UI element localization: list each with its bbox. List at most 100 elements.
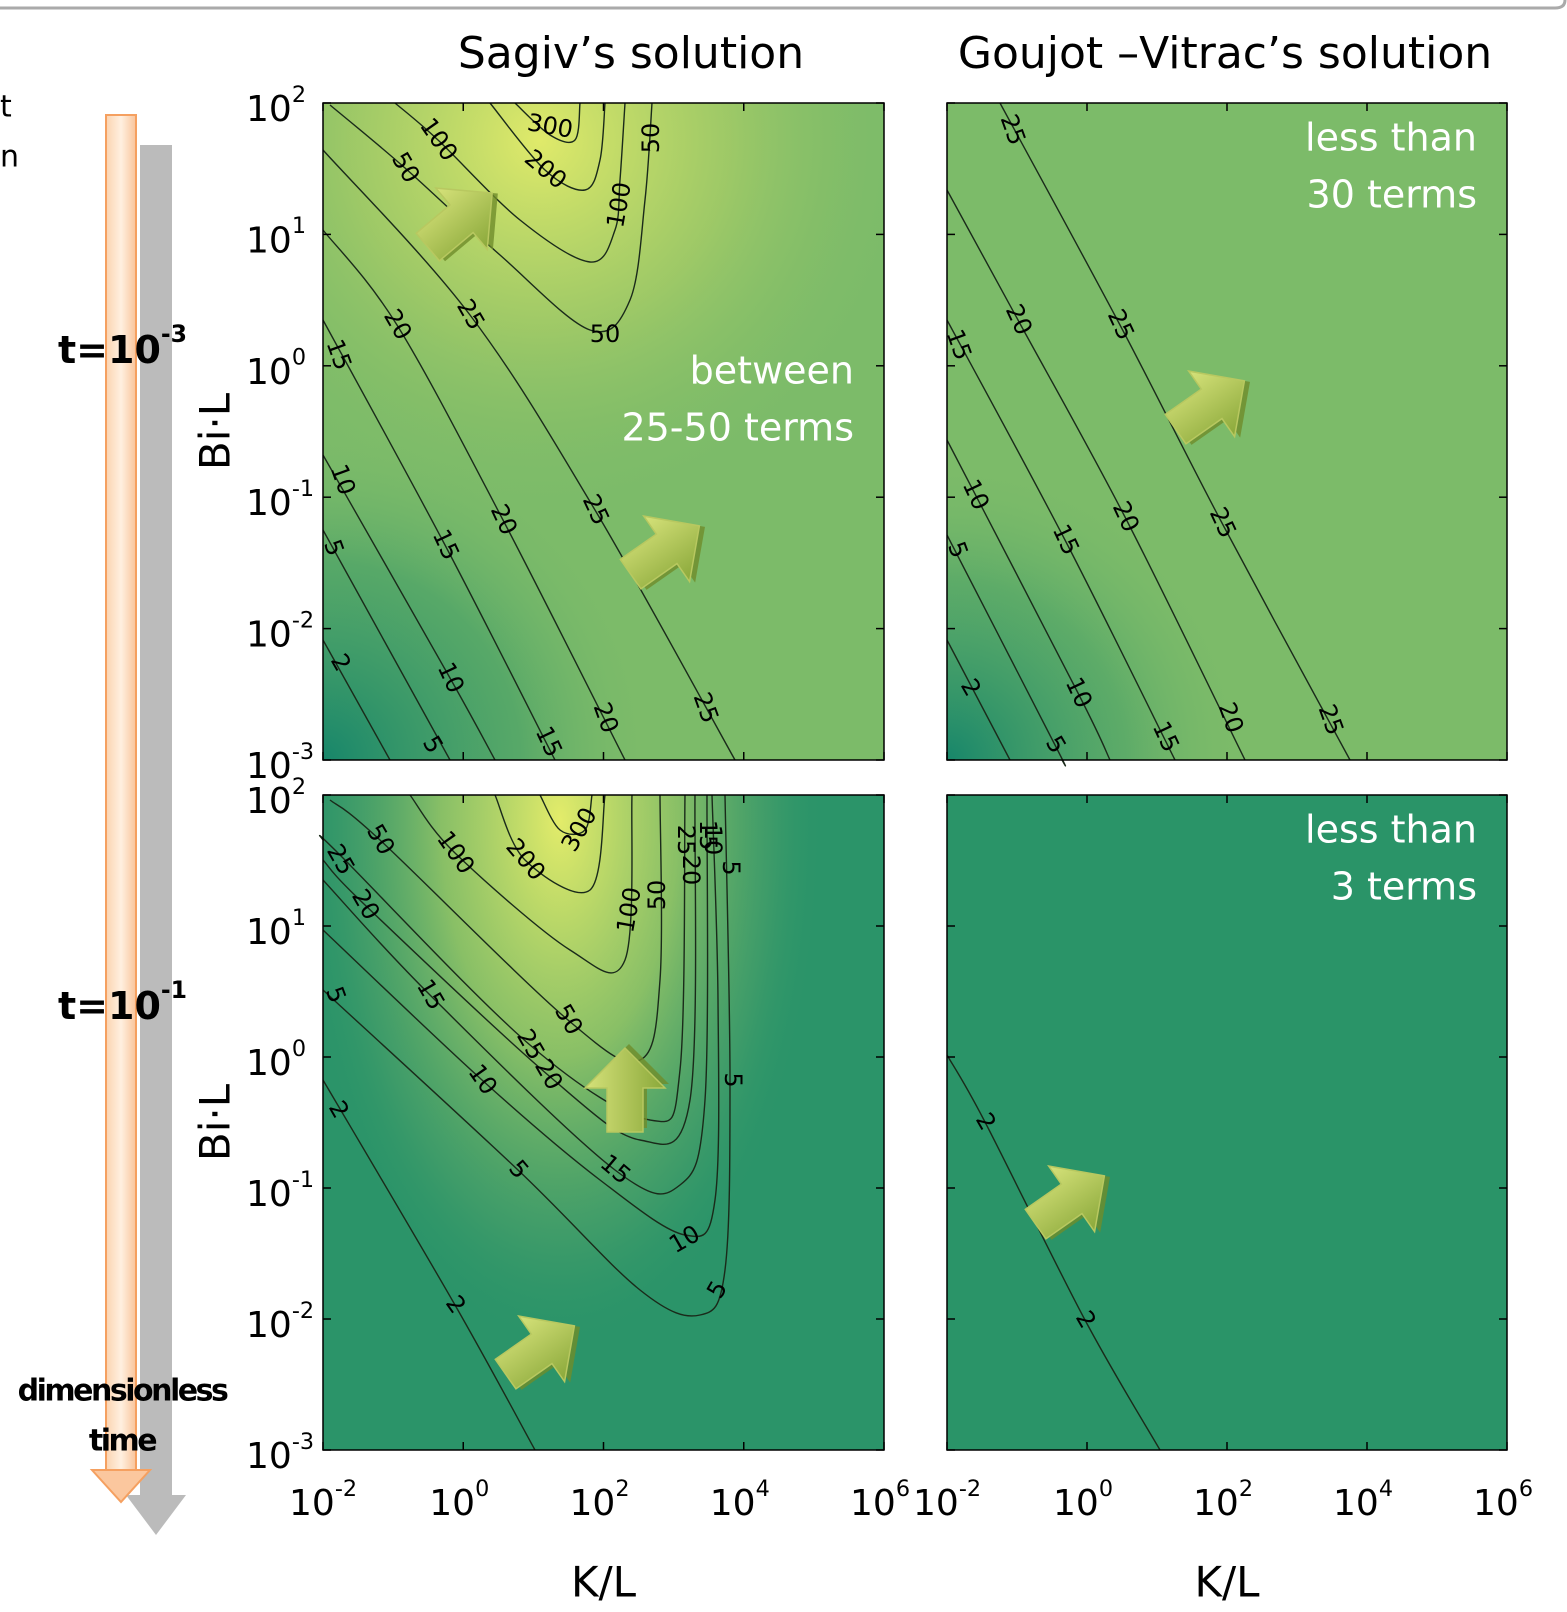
- y-tick-label-base: 10: [246, 615, 292, 656]
- x-tick-label-base: 10: [1333, 1483, 1379, 1524]
- y-tick-label: 102: [246, 773, 306, 822]
- time-caption: dimensionless: [18, 1374, 228, 1409]
- x-tick-label-exp: 6: [1519, 1475, 1533, 1501]
- contour-line: [329, 794, 663, 1063]
- panel-bg: [947, 795, 1507, 1450]
- contour-label: 50: [643, 880, 671, 911]
- y-tick-label: 102: [246, 81, 306, 130]
- contour-line: [329, 102, 653, 333]
- contour-label: 15: [694, 820, 722, 851]
- panel-annotation: less than: [1305, 116, 1477, 160]
- y-tick-label-exp: 2: [292, 81, 306, 107]
- x-tick-label-exp: 4: [1379, 1475, 1393, 1501]
- y-tick-label: 10-1: [246, 476, 314, 525]
- contour-label: 10: [699, 825, 727, 856]
- contour-line: [946, 189, 1246, 761]
- x-tick-label-exp: 0: [1099, 1475, 1113, 1501]
- contour-line: [322, 794, 720, 1238]
- contour-line: [946, 534, 1067, 767]
- cut-text: t: [0, 90, 12, 125]
- panel-shade: [323, 103, 884, 760]
- y-tick-label: 10-2: [246, 607, 314, 656]
- y-tick-label-exp: -1: [292, 1166, 314, 1192]
- cut-text: n: [0, 140, 19, 175]
- panel-annotation: 25-50 terms: [621, 406, 854, 450]
- column-title: Sagiv’s solution: [458, 28, 804, 79]
- contour-label: 25: [672, 825, 700, 856]
- contour-label: 20: [677, 855, 705, 886]
- block-arrow: [415, 187, 498, 262]
- arrow-body: [494, 1315, 576, 1390]
- contour-line: [322, 794, 731, 1317]
- y-axis-label: Bi·L: [191, 392, 240, 470]
- x-tick-label-base: 10: [913, 1483, 959, 1524]
- y-tick-label: 101: [246, 904, 306, 953]
- row-label: t=10-3: [58, 319, 187, 371]
- x-tick-label: 10-2: [913, 1475, 981, 1524]
- time-arrow-head: [89, 1469, 153, 1504]
- y-tick-label: 10-3: [246, 738, 314, 787]
- y-tick-label-base: 10: [246, 912, 292, 953]
- x-tick-label-base: 10: [570, 1483, 616, 1524]
- x-tick-label-exp: -2: [335, 1475, 357, 1501]
- x-tick-label-exp: 2: [1239, 1475, 1253, 1501]
- x-tick-label: 102: [1193, 1475, 1253, 1524]
- x-tick-label-exp: 6: [896, 1475, 910, 1501]
- contour-line: [322, 639, 391, 761]
- x-tick-label-exp: -2: [959, 1475, 981, 1501]
- contour-line: [999, 102, 1351, 761]
- x-tick-label-base: 10: [710, 1483, 756, 1524]
- y-tick-label-exp: 1: [292, 213, 306, 239]
- contour-label: 5: [719, 1072, 747, 1087]
- x-axis-label: K/L: [1194, 1558, 1260, 1607]
- contour-label: 5: [717, 860, 745, 875]
- time-arrow-shadow-head: [126, 1495, 186, 1535]
- contour-line: [322, 1079, 536, 1451]
- y-tick-label-base: 10: [246, 746, 292, 787]
- y-axis-label: Bi·L: [191, 1083, 240, 1161]
- y-tick-label-base: 10: [246, 1436, 292, 1477]
- y-tick-label-exp: 2: [292, 773, 306, 799]
- y-tick-label-exp: -3: [292, 738, 314, 764]
- contour-line: [322, 529, 451, 761]
- y-tick-label-base: 10: [246, 89, 292, 130]
- panel-annotation: less than: [1305, 808, 1477, 852]
- row-label-exp: -3: [161, 319, 187, 347]
- time-arrow: [105, 114, 137, 1471]
- y-tick-label-exp: 1: [292, 904, 306, 930]
- contour-line: [322, 319, 556, 761]
- contour-line: [322, 794, 709, 1195]
- y-tick-label: 100: [246, 344, 306, 393]
- contour-line: [322, 149, 736, 761]
- contour-line: [318, 794, 686, 1123]
- column-title: Goujot –Vitrac’s solution: [958, 28, 1492, 79]
- y-tick-label-exp: -2: [292, 607, 314, 633]
- x-tick-label-exp: 0: [475, 1475, 489, 1501]
- contour-line: [539, 794, 593, 836]
- time-caption: time: [89, 1424, 156, 1459]
- block-arrow: [1164, 370, 1250, 445]
- arrow-body: [1164, 370, 1246, 445]
- x-tick-label-base: 10: [1193, 1483, 1239, 1524]
- arrow-body: [1024, 1165, 1106, 1240]
- panel-annotation: 3 terms: [1331, 865, 1477, 909]
- contour-line: [322, 454, 496, 761]
- x-tick-label-base: 10: [289, 1483, 335, 1524]
- panels: [323, 103, 1507, 1450]
- contour-line: [946, 1054, 1161, 1451]
- y-tick-label: 10-1: [246, 1166, 314, 1215]
- block-arrow: [583, 1044, 669, 1133]
- row-label-base: t=10: [58, 984, 161, 1028]
- x-tick-label: 100: [1053, 1475, 1113, 1524]
- y-tick-label-base: 10: [246, 483, 292, 524]
- y-tick-label-base: 10: [246, 220, 292, 261]
- contour-line: [322, 229, 626, 761]
- y-tick-label-base: 10: [246, 352, 292, 393]
- contour-line: [946, 639, 1011, 761]
- frame-edge: [0, 0, 1567, 10]
- y-tick-label-base: 10: [246, 1174, 292, 1215]
- y-tick-label-exp: 0: [292, 344, 306, 370]
- panel-shade: [947, 103, 1507, 760]
- panel-annotation: between: [690, 349, 854, 393]
